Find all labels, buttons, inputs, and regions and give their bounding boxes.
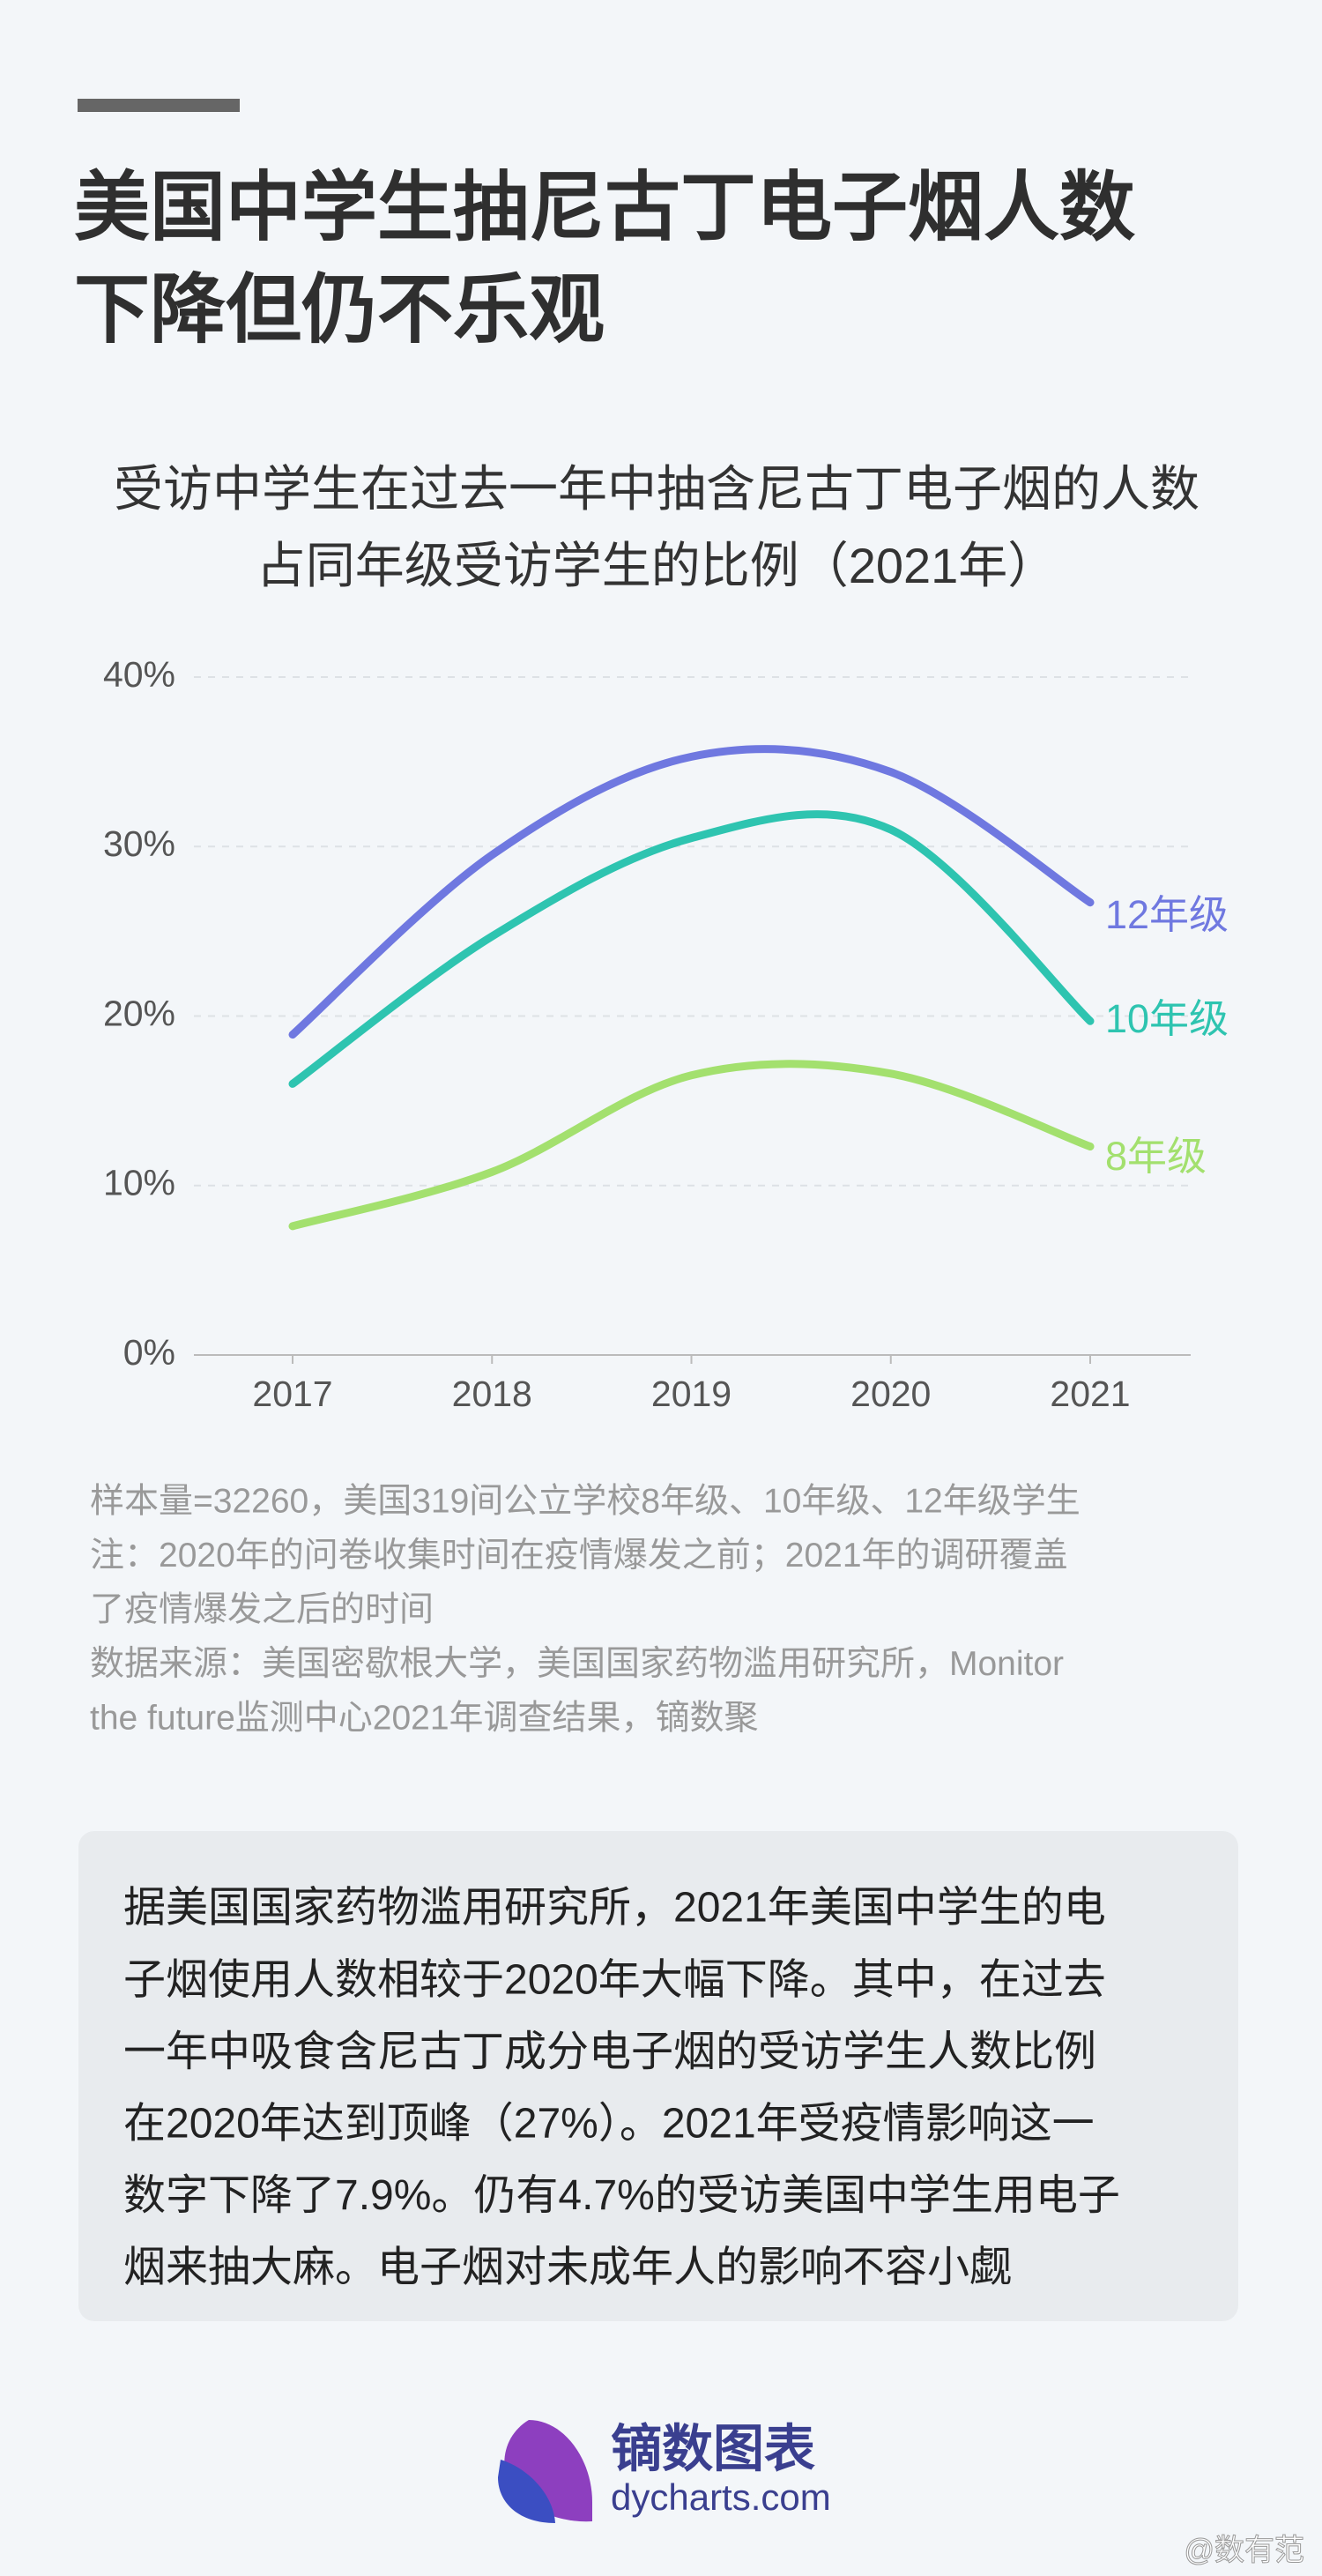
- x-tick-label: 2017: [252, 1374, 332, 1414]
- title: 下降但仍不乐观: [74, 268, 605, 353]
- series-label: 12年级: [1105, 892, 1229, 937]
- logo-icon: [498, 2460, 555, 2523]
- note-line: the future监测中心2021年调查结果，镝数聚: [90, 1699, 759, 1737]
- x-tick-label: 2020: [850, 1374, 931, 1414]
- x-tick-label: 2021: [1050, 1374, 1130, 1414]
- series-label: 10年级: [1105, 996, 1229, 1041]
- y-tick-label: 20%: [103, 993, 175, 1033]
- brand: 镝数图表: [611, 2420, 815, 2477]
- summary-line: 子烟使用人数相较于2020年大幅下降。其中，在过去: [123, 1956, 1106, 2003]
- chart: 0% 10% 20% 30% 40% 2017 2018 2019 2020 2021 12年级 10…: [103, 654, 1229, 1414]
- site: dycharts.com: [611, 2476, 831, 2518]
- x-tick-label: 2019: [651, 1374, 732, 1414]
- credit: @数有范: [1184, 2534, 1304, 2567]
- title: 美国中学生抽尼古丁电子烟人数: [74, 166, 1135, 250]
- summary-line: 在2020年达到顶峰（27%）。2021年受疫情影响这一: [123, 2100, 1095, 2147]
- summary-line: 数字下降了7.9%。仍有4.7%的受访美国中学生用电子: [123, 2172, 1120, 2219]
- subtitle: 占同年级受访学生的比例（2021年）: [256, 538, 1058, 593]
- note-line: 注：2020年的问卷收集时间在疫情爆发之前；2021年的调研覆盖: [90, 1537, 1068, 1575]
- x-tick-label: 2018: [452, 1374, 532, 1414]
- y-tick-label: 10%: [103, 1163, 175, 1203]
- note-line: 数据来源：美国密歇根大学，美国国家药物滥用研究所，Monitor: [90, 1645, 1064, 1683]
- summary-box: [78, 1831, 1238, 2321]
- subtitle: 受访中学生在过去一年中抽含尼古丁电子烟的人数: [114, 461, 1199, 517]
- summary-line: 烟来抽大麻。电子烟对未成年人的影响不容小觑: [123, 2245, 1012, 2291]
- notes: 样本量=32260，美国319间公立学校8年级、10年级、12年级学生注：202…: [90, 1482, 1081, 1737]
- line-series: [288, 1060, 1095, 1231]
- note-line: 了疫情爆发之后的时间: [90, 1590, 434, 1628]
- series-label: 8年级: [1105, 1134, 1207, 1179]
- line-series: [288, 810, 1095, 1088]
- line-series: [288, 745, 1095, 1039]
- y-tick-label: 30%: [103, 823, 175, 864]
- logo: [498, 2420, 592, 2523]
- accent-bar: [78, 99, 240, 112]
- note-line: 样本量=32260，美国319间公立学校8年级、10年级、12年级学生: [90, 1482, 1081, 1520]
- y-tick-label: 0%: [123, 1332, 175, 1373]
- y-tick-label: 40%: [103, 654, 175, 695]
- summary-line: 据美国国家药物滥用研究所，2021年美国中学生的电: [123, 1885, 1106, 1932]
- summary: 据美国国家药物滥用研究所，2021年美国中学生的电子烟使用人数相较于2020年大…: [123, 1885, 1120, 2291]
- summary-line: 一年中吸食含尼古丁成分电子烟的受访学生人数比例: [123, 2029, 1096, 2075]
